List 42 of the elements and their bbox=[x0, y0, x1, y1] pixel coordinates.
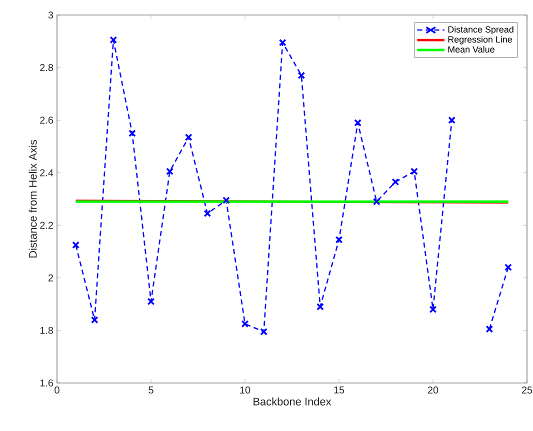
point bbox=[241, 320, 249, 328]
point bbox=[278, 38, 286, 46]
x-tick-label: 15 bbox=[334, 386, 344, 394]
point bbox=[184, 134, 192, 141]
y-tick-label: 2 bbox=[48, 274, 53, 282]
point bbox=[316, 303, 324, 310]
point bbox=[392, 178, 400, 186]
x-axis-title: Backbone Index bbox=[254, 397, 332, 406]
legend-label: Regression Line bbox=[448, 36, 512, 44]
point bbox=[429, 306, 437, 314]
y-tick-label: 2.2 bbox=[40, 222, 53, 229]
x-tick-label: 0 bbox=[54, 386, 60, 394]
point bbox=[166, 168, 174, 176]
point bbox=[260, 328, 268, 336]
point bbox=[354, 119, 362, 126]
x-tick-label: 20 bbox=[428, 386, 438, 394]
point bbox=[372, 198, 380, 206]
point bbox=[298, 72, 306, 80]
y-tick-label: 3 bbox=[48, 11, 54, 19]
x-tick-label: 5 bbox=[148, 386, 154, 394]
point bbox=[504, 264, 512, 272]
point bbox=[128, 130, 136, 138]
x-tick-label: 25 bbox=[522, 386, 532, 394]
point bbox=[147, 298, 155, 306]
legend-label: Mean Value bbox=[448, 46, 494, 53]
y-tick-label: 2.4 bbox=[40, 169, 54, 176]
point bbox=[90, 316, 98, 324]
point bbox=[222, 196, 230, 204]
y-tick-label: 1.6 bbox=[40, 379, 54, 387]
point bbox=[335, 236, 343, 244]
y-tick-label: 2.6 bbox=[40, 116, 54, 124]
point bbox=[204, 210, 212, 218]
y-tick-label: 2.8 bbox=[40, 64, 54, 72]
y-tick-label: 1.8 bbox=[40, 326, 54, 334]
point bbox=[410, 168, 418, 176]
x-tick-label: 10 bbox=[240, 386, 250, 394]
point bbox=[448, 116, 456, 124]
legend-label: Distance Spread bbox=[448, 26, 514, 34]
y-axis-title: Distance from Helix Axis bbox=[28, 140, 37, 258]
point bbox=[110, 36, 118, 44]
point bbox=[486, 325, 494, 333]
point bbox=[72, 241, 80, 249]
